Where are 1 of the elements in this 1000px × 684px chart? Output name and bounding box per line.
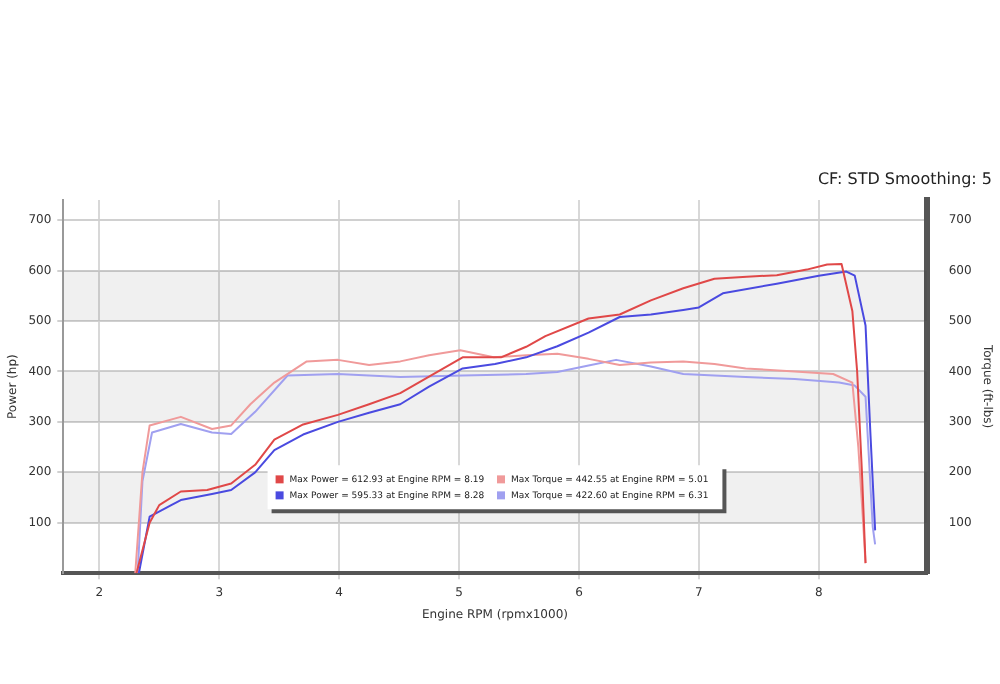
text: CF: STD Smoothing: 5 [817,170,992,189]
